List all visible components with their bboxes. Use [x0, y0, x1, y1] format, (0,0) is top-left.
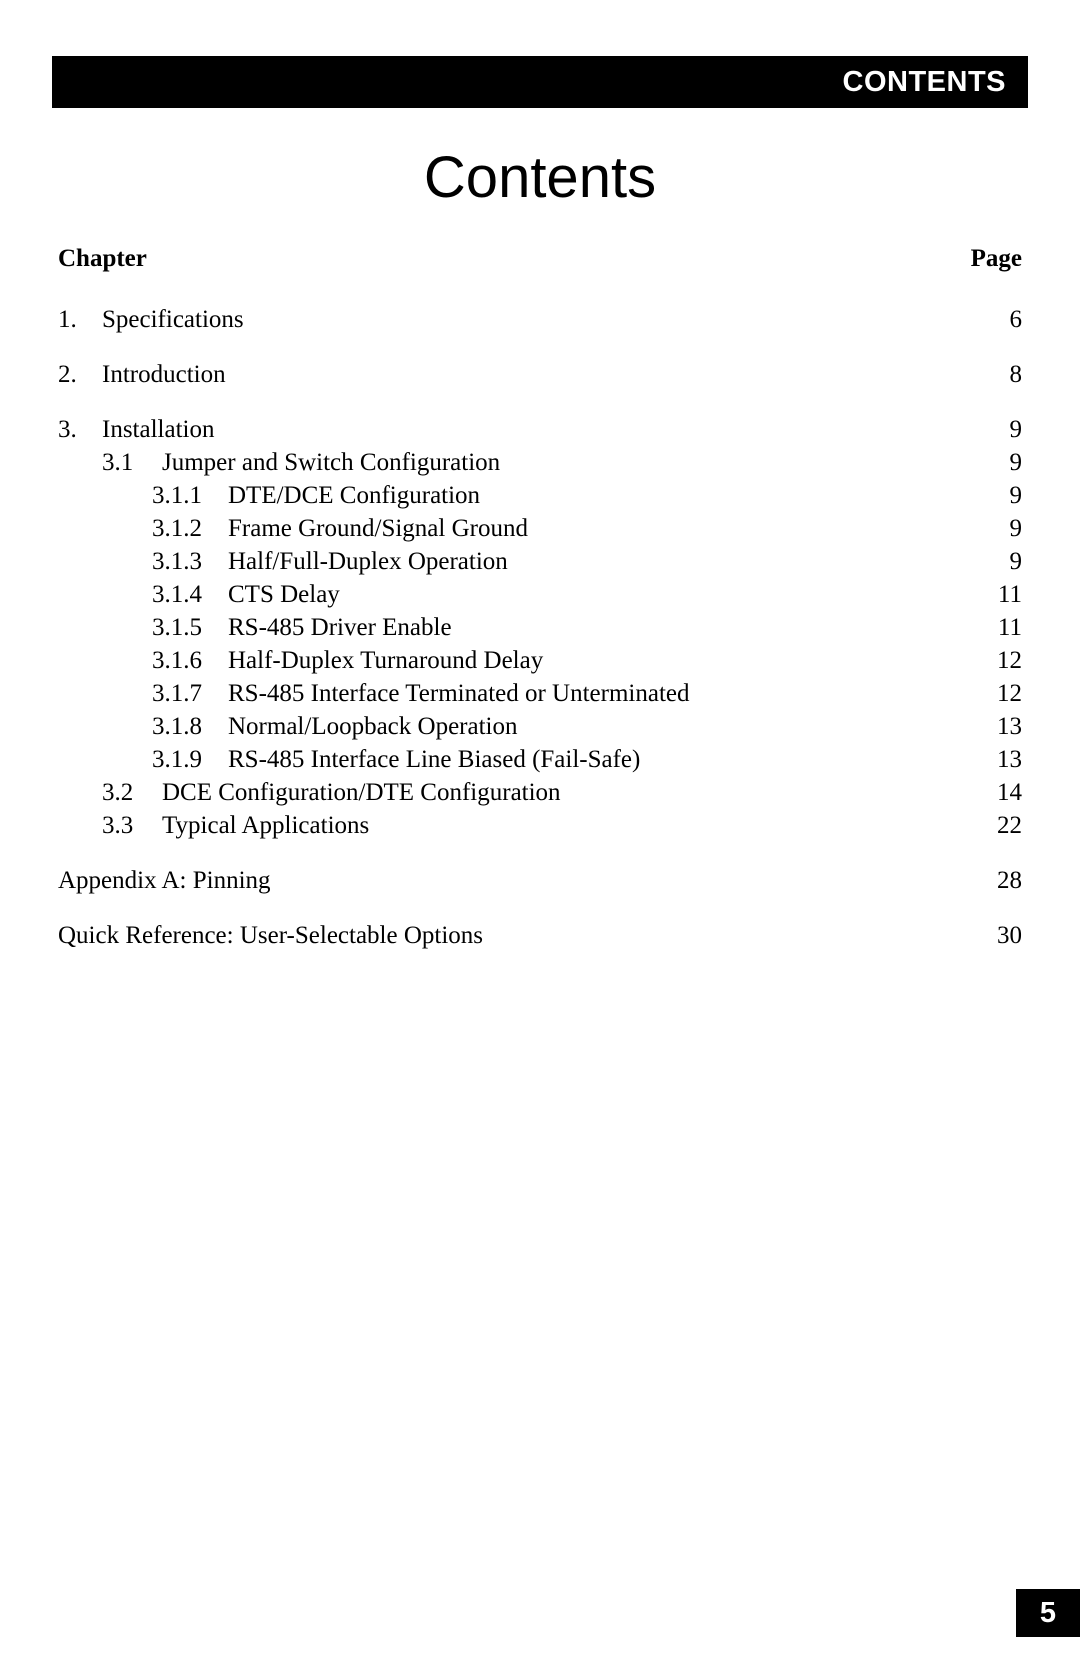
toc-entry-number: 3.1.4 [152, 582, 214, 607]
toc-entry-number: 3.1.2 [152, 516, 214, 541]
toc-entry-label: CTS Delay [228, 582, 340, 607]
page-number-tab: 5 [1016, 1589, 1080, 1637]
toc-row: 3. Installation 9 [58, 417, 1022, 442]
toc-entry-page: 9 [994, 516, 1022, 541]
toc-entry-label: Installation [102, 417, 214, 442]
toc-row: 3.1.2 Frame Ground/Signal Ground 9 [58, 516, 1022, 541]
toc-entry-number: 3.1.6 [152, 648, 214, 673]
toc-entry-page: 9 [994, 549, 1022, 574]
toc-entry-label: Introduction [102, 362, 226, 387]
toc-row: Quick Reference: User-Selectable Options… [58, 923, 1022, 948]
toc-entry-label: RS-485 Interface Line Biased (Fail-Safe) [228, 747, 640, 772]
toc-row: 3.1.7 RS-485 Interface Terminated or Unte… [58, 681, 1022, 706]
header-bar: CONTENTS [52, 56, 1028, 108]
toc-entry-page: 30 [994, 923, 1022, 948]
toc-entry-label: Normal/Loopback Operation [228, 714, 518, 739]
page-number: 5 [1040, 1597, 1056, 1630]
toc-entry-label: Quick Reference: User-Selectable Options [58, 923, 483, 948]
toc-row: 3.1.8 Normal/Loopback Operation 13 [58, 714, 1022, 739]
toc-entry-label: DTE/DCE Configuration [228, 483, 480, 508]
toc-entry-number: 3.1.3 [152, 549, 214, 574]
toc-entry-number: 3.1 [102, 450, 148, 475]
toc-row: Appendix A: Pinning 28 [58, 868, 1022, 893]
toc-entry-label: RS-485 Interface Terminated or Untermina… [228, 681, 690, 706]
toc-entry-number: 3.1.1 [152, 483, 214, 508]
toc-entry-page: 14 [994, 780, 1022, 805]
toc-entry-page: 13 [994, 747, 1022, 772]
toc-row: 2. Introduction 8 [58, 362, 1022, 387]
toc-entry-page: 6 [994, 307, 1022, 332]
toc-entry-page: 8 [994, 362, 1022, 387]
toc-row: 3.1.1 DTE/DCE Configuration 9 [58, 483, 1022, 508]
toc-entry-page: 9 [994, 417, 1022, 442]
toc-entry-page: 12 [994, 648, 1022, 673]
toc-row: 1. Specifications 6 [58, 307, 1022, 332]
toc-entry-label: Jumper and Switch Configuration [162, 450, 500, 475]
column-headings: Chapter Page [52, 245, 1028, 273]
toc-row: 3.1.4 CTS Delay 11 [58, 582, 1022, 607]
toc-entry-number: 3.1.5 [152, 615, 214, 640]
toc-entry-number: 3.2 [102, 780, 148, 805]
toc-row: 3.1.5 RS-485 Driver Enable 11 [58, 615, 1022, 640]
toc-entry-label: Typical Applications [162, 813, 369, 838]
toc-row: 3.1.6 Half-Duplex Turnaround Delay 12 [58, 648, 1022, 673]
toc-entry-page: 11 [994, 615, 1022, 640]
toc-entry-label: DCE Configuration/DTE Configuration [162, 780, 561, 805]
toc-entry-label: Specifications [102, 307, 244, 332]
toc-entry-number: 3.1.8 [152, 714, 214, 739]
toc-entry-page: 13 [994, 714, 1022, 739]
toc-entry-number: 1. [58, 307, 88, 332]
page-title: Contents [52, 144, 1028, 211]
toc-entry-label: Appendix A: Pinning [58, 868, 271, 893]
toc-entry-label: RS-485 Driver Enable [228, 615, 452, 640]
toc-entry-number: 3.3 [102, 813, 148, 838]
column-left: Chapter [58, 245, 147, 273]
toc-list: 1. Specifications 6 2. Introduction 8 3. Instal… [52, 307, 1028, 948]
toc-entry-page: 22 [994, 813, 1022, 838]
toc-row: 3.1 Jumper and Switch Configuration 9 [58, 450, 1022, 475]
toc-row: 3.2 DCE Configuration/DTE Configuration 14 [58, 780, 1022, 805]
toc-entry-page: 12 [994, 681, 1022, 706]
toc-entry-label: Frame Ground/Signal Ground [228, 516, 528, 541]
page-root: CONTENTS Contents Chapter Page 1. Specifi… [0, 0, 1080, 1669]
toc-entry-number: 2. [58, 362, 88, 387]
toc-entry-number: 3.1.7 [152, 681, 214, 706]
toc-entry-page: 11 [994, 582, 1022, 607]
toc-entry-label: Half/Full-Duplex Operation [228, 549, 508, 574]
toc-entry-label: Half-Duplex Turnaround Delay [228, 648, 543, 673]
header-bar-label: CONTENTS [843, 66, 1007, 99]
toc-row: 3.1.3 Half/Full-Duplex Operation 9 [58, 549, 1022, 574]
toc-entry-number: 3.1.9 [152, 747, 214, 772]
column-right: Page [971, 245, 1022, 273]
toc-entry-page: 28 [994, 868, 1022, 893]
toc-entry-number: 3. [58, 417, 88, 442]
toc-row: 3.3 Typical Applications 22 [58, 813, 1022, 838]
toc-row: 3.1.9 RS-485 Interface Line Biased (Fail-… [58, 747, 1022, 772]
toc-entry-page: 9 [994, 483, 1022, 508]
toc-entry-page: 9 [994, 450, 1022, 475]
